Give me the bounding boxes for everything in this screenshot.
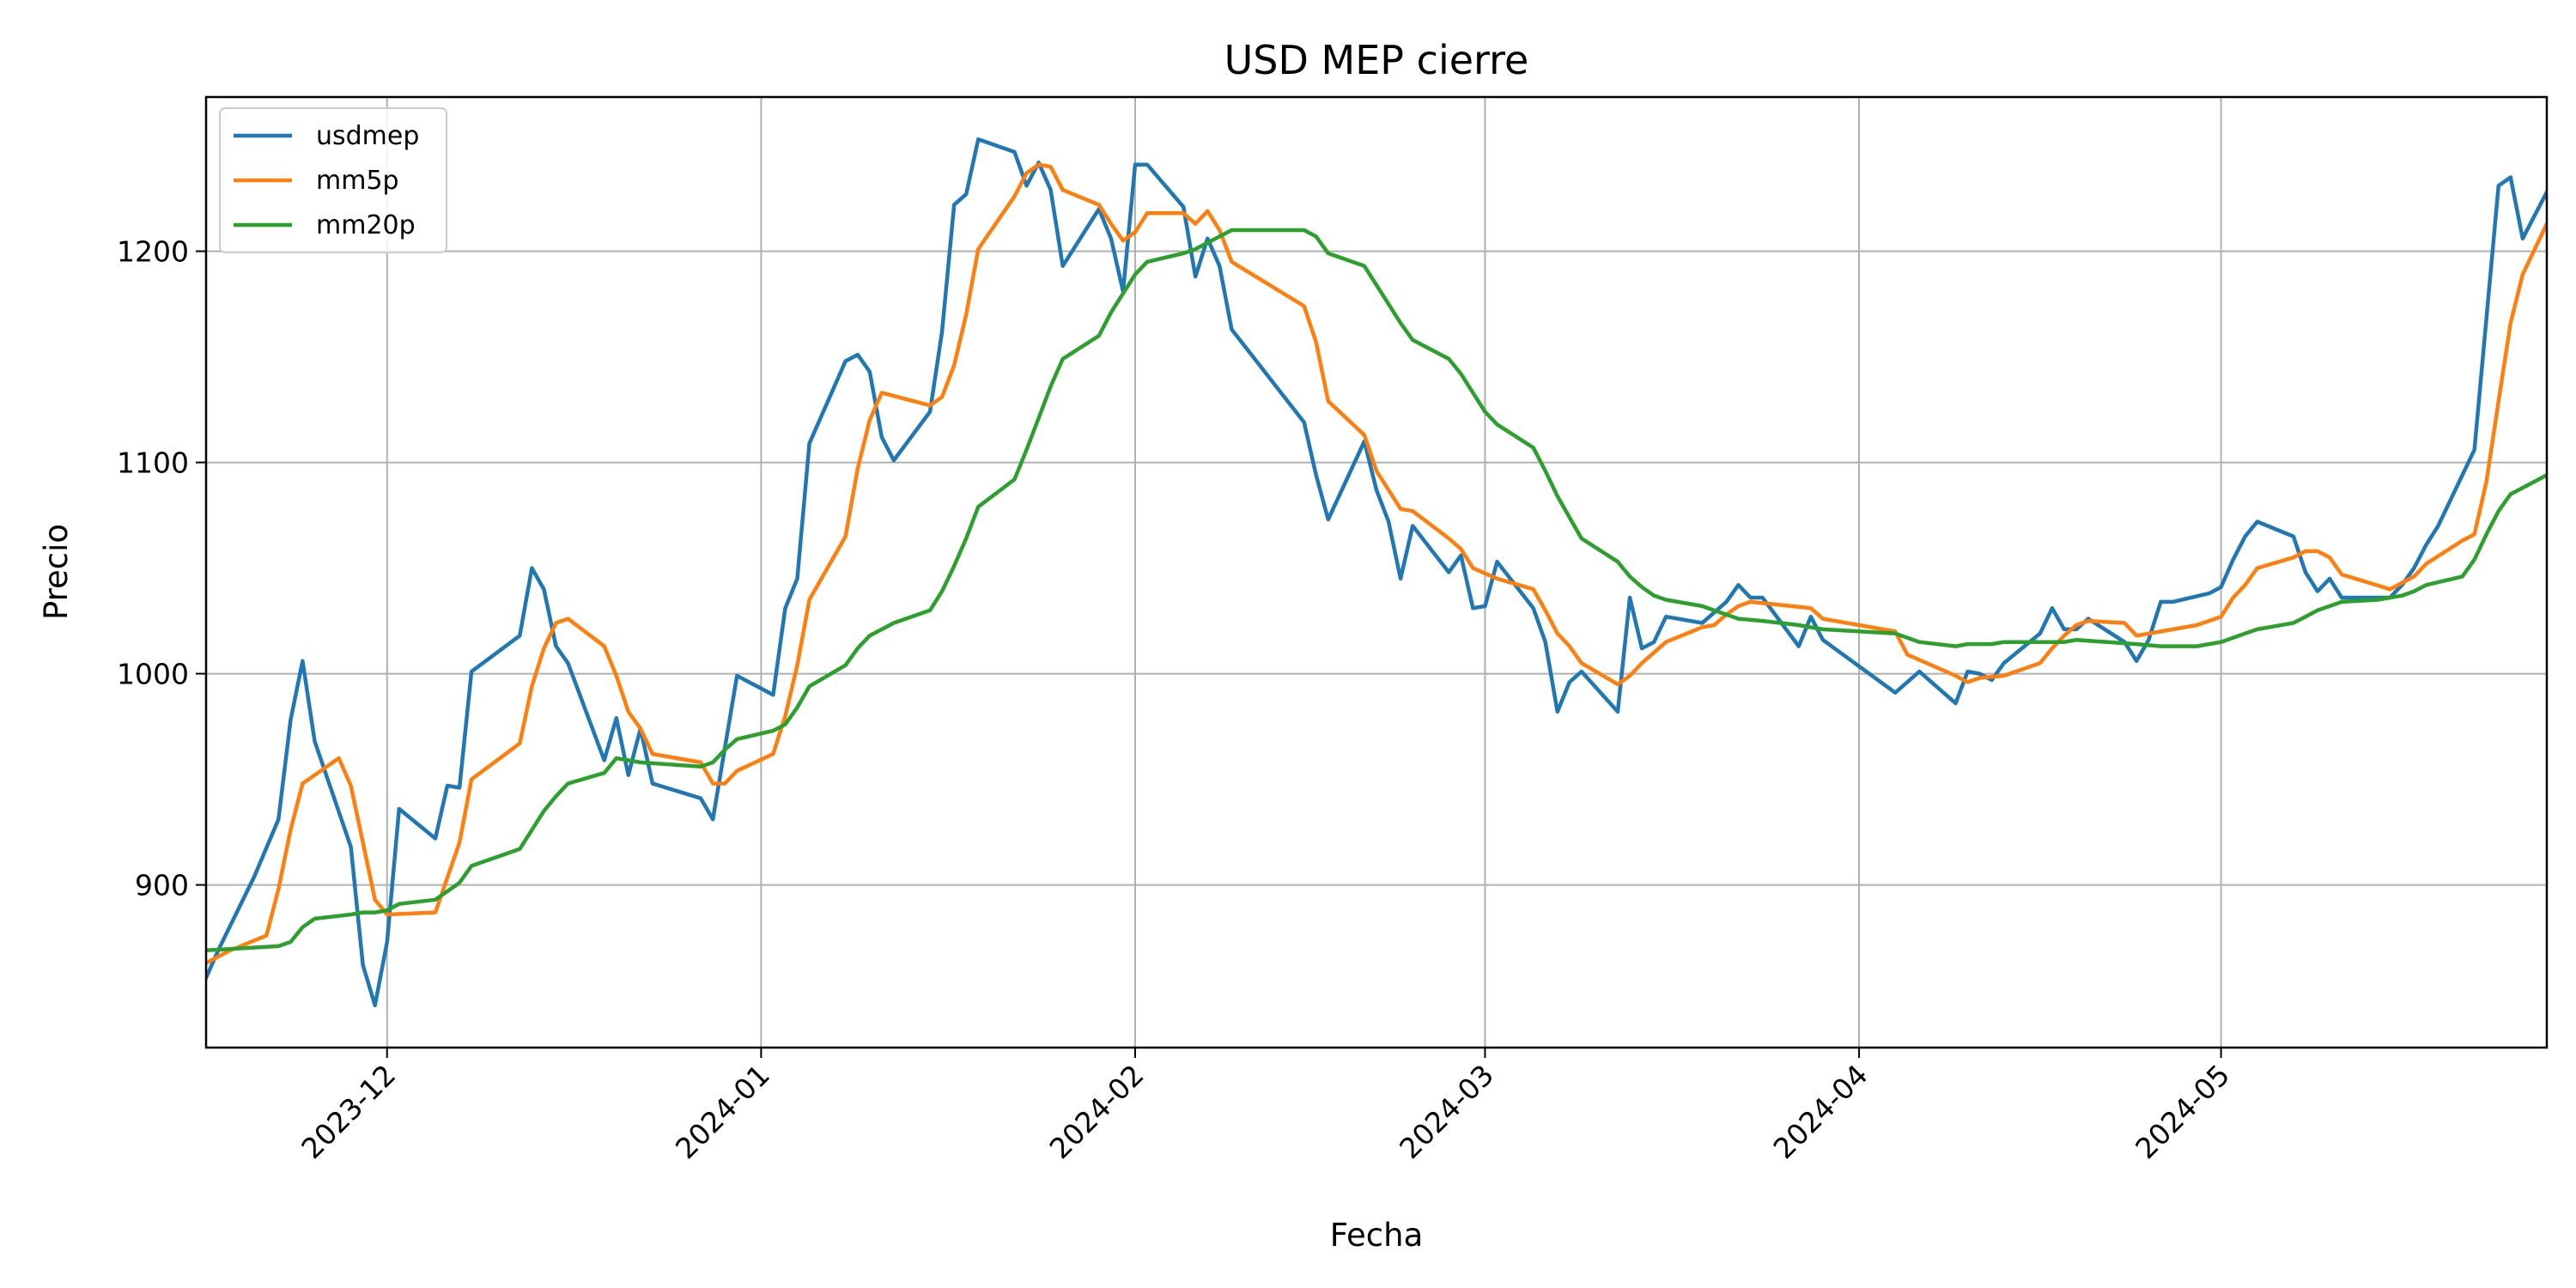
y-tick-label: 900 — [135, 869, 189, 902]
series-line-mm20p — [206, 228, 2547, 953]
legend-label-usdmep: usdmep — [316, 121, 419, 151]
series-line-usdmep — [206, 137, 2547, 1008]
chart-title: USD MEP cierre — [1224, 37, 1529, 83]
y-tick-label: 1100 — [117, 447, 189, 480]
legend-label-mm20p: mm20p — [316, 210, 416, 240]
y-axis-ticks: 900 1000 1100 1200 — [117, 235, 206, 902]
plot-frame — [204, 95, 2549, 1049]
legend-label-mm5p: mm5p — [316, 166, 399, 196]
x-axis-label: Fecha — [1330, 1217, 1424, 1254]
series-line-mm5p — [206, 162, 2547, 966]
y-tick-label: 1000 — [117, 658, 189, 691]
legend-box — [219, 107, 447, 253]
series-lines — [206, 137, 2547, 1008]
y-tick-label: 1200 — [117, 235, 189, 269]
y-axis-label: Precio — [38, 524, 75, 620]
grid — [206, 97, 2547, 1048]
legend: usdmep mm5p mm20p — [219, 107, 447, 253]
